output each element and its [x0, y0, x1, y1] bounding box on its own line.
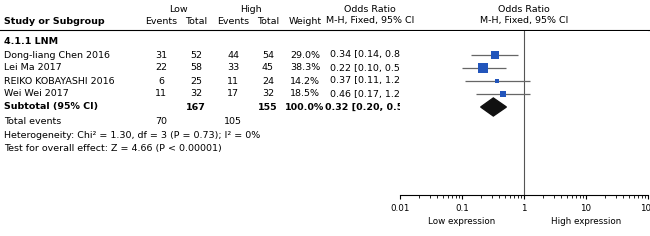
Text: 17: 17 — [227, 89, 239, 98]
Text: Total: Total — [257, 17, 279, 25]
Text: 70: 70 — [155, 117, 167, 126]
Text: Total: Total — [185, 17, 207, 25]
Text: 0.34 [0.14, 0.81]: 0.34 [0.14, 0.81] — [330, 51, 410, 59]
Text: Study or Subgroup: Study or Subgroup — [4, 17, 105, 25]
Text: M-H, Fixed, 95% CI: M-H, Fixed, 95% CI — [326, 17, 414, 25]
Text: 6: 6 — [158, 76, 164, 85]
Text: 38.3%: 38.3% — [290, 63, 320, 72]
Text: Test for overall effect: Z = 4.66 (P < 0.00001): Test for overall effect: Z = 4.66 (P < 0… — [4, 144, 222, 153]
Text: Dong-liang Chen 2016: Dong-liang Chen 2016 — [4, 51, 110, 59]
Text: 52: 52 — [190, 51, 202, 59]
Text: 25: 25 — [190, 76, 202, 85]
Text: Events: Events — [145, 17, 177, 25]
Text: 155: 155 — [258, 102, 278, 111]
Text: Lei Ma 2017: Lei Ma 2017 — [4, 63, 62, 72]
Text: 11: 11 — [155, 89, 167, 98]
Text: 0.32 [0.20, 0.52]: 0.32 [0.20, 0.52] — [325, 102, 415, 111]
Text: Heterogeneity: Chi² = 1.30, df = 3 (P = 0.73); I² = 0%: Heterogeneity: Chi² = 1.30, df = 3 (P = … — [4, 131, 260, 140]
Text: Subtotal (95% CI): Subtotal (95% CI) — [4, 102, 98, 111]
Text: 58: 58 — [190, 63, 202, 72]
Text: 22: 22 — [155, 63, 167, 72]
Text: 54: 54 — [262, 51, 274, 59]
Text: M-H, Fixed, 95% CI: M-H, Fixed, 95% CI — [480, 17, 568, 25]
Text: 33: 33 — [227, 63, 239, 72]
Text: High: High — [240, 5, 261, 14]
Text: REIKO KOBAYASHI 2016: REIKO KOBAYASHI 2016 — [4, 76, 114, 85]
Text: 4.1.1 LNM: 4.1.1 LNM — [4, 38, 58, 46]
Text: 11: 11 — [227, 76, 239, 85]
Text: 29.0%: 29.0% — [290, 51, 320, 59]
Text: 167: 167 — [186, 102, 206, 111]
Text: Total events: Total events — [4, 117, 61, 126]
Text: 32: 32 — [262, 89, 274, 98]
Text: Low expression: Low expression — [428, 218, 495, 227]
Text: Low: Low — [169, 5, 188, 14]
Text: Weight: Weight — [289, 17, 322, 25]
Text: Events: Events — [217, 17, 249, 25]
Polygon shape — [480, 98, 506, 116]
Text: 100.0%: 100.0% — [285, 102, 324, 111]
Text: 0.46 [0.17, 1.27]: 0.46 [0.17, 1.27] — [330, 89, 410, 98]
Text: 32: 32 — [190, 89, 202, 98]
Text: 45: 45 — [262, 63, 274, 72]
Text: 31: 31 — [155, 51, 167, 59]
Text: 0.22 [0.10, 0.52]: 0.22 [0.10, 0.52] — [330, 63, 410, 72]
Text: 14.2%: 14.2% — [290, 76, 320, 85]
Text: 44: 44 — [227, 51, 239, 59]
Text: High expression: High expression — [551, 218, 621, 227]
Text: 105: 105 — [224, 117, 242, 126]
Text: 24: 24 — [262, 76, 274, 85]
Text: Odds Ratio: Odds Ratio — [498, 5, 550, 14]
Text: Wei Wei 2017: Wei Wei 2017 — [4, 89, 69, 98]
Text: 18.5%: 18.5% — [290, 89, 320, 98]
Text: 0.37 [0.11, 1.26]: 0.37 [0.11, 1.26] — [330, 76, 410, 85]
Text: Odds Ratio: Odds Ratio — [344, 5, 396, 14]
